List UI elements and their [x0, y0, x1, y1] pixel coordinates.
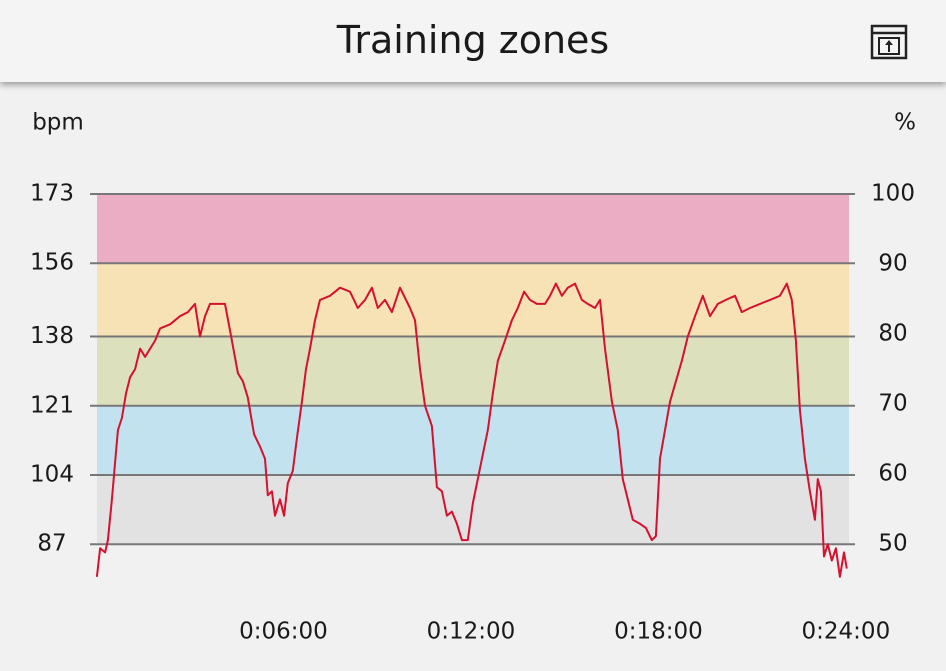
zone-band: [97, 474, 849, 545]
export-icon[interactable]: [870, 24, 910, 60]
x-tick-label: 0:24:00: [802, 619, 891, 645]
y-tick-label: 173: [30, 181, 74, 207]
x-tick-label: 0:18:00: [614, 619, 703, 645]
y2-tick-label: 60: [878, 461, 907, 487]
y2-tick-label: 90: [878, 251, 907, 277]
x-tick-label: 0:06:00: [239, 619, 328, 645]
y-axis-label: bpm: [32, 110, 84, 136]
y2-tick-label: 70: [878, 391, 907, 417]
y-tick-label: 104: [30, 461, 74, 487]
y2-tick-label: 50: [878, 531, 907, 557]
y-tick-label: 121: [30, 392, 74, 418]
zone-band: [97, 336, 849, 406]
y2-axis-label: %: [894, 110, 916, 136]
y2-tick-label: 80: [878, 321, 907, 347]
zone-band: [97, 194, 849, 264]
x-tick-label: 0:12:00: [427, 619, 516, 645]
y-tick-label: 156: [30, 250, 74, 276]
header-title: Training zones: [336, 18, 610, 62]
app-header: Training zones: [0, 0, 946, 82]
heart-rate-line: [95, 282, 848, 578]
y-tick-label: 87: [37, 531, 66, 557]
zone-band: [97, 405, 849, 475]
y-tick-label: 138: [30, 323, 74, 349]
zone-band: [97, 263, 849, 337]
y2-tick-label: 100: [871, 181, 915, 207]
